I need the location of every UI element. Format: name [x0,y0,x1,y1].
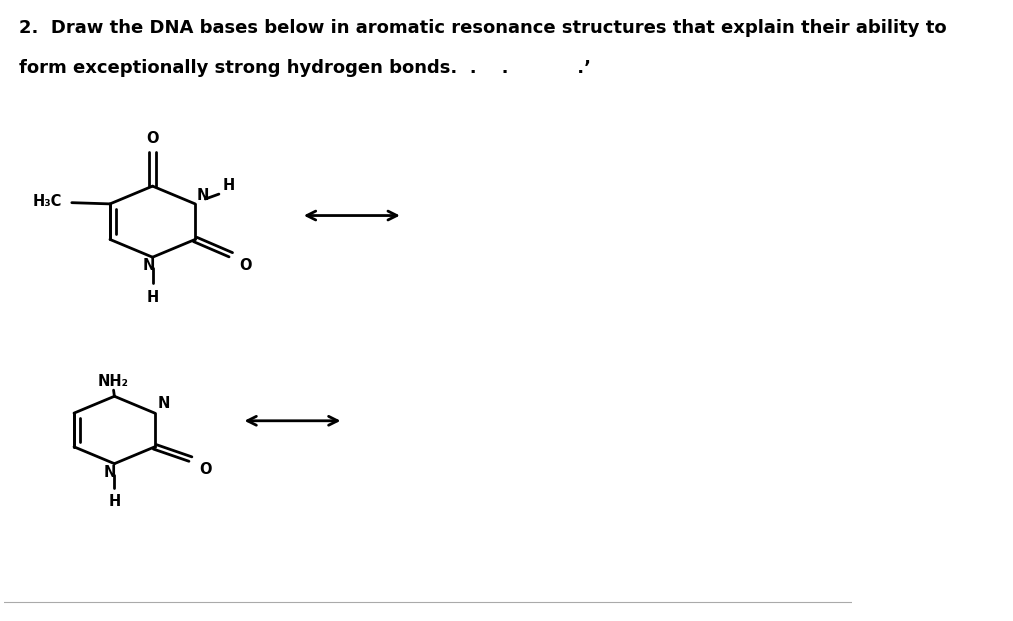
Text: NH₂: NH₂ [97,374,129,389]
Text: H₃C: H₃C [32,194,62,209]
Text: H: H [222,178,235,193]
Text: O: O [199,461,212,476]
Text: form exceptionally strong hydrogen bonds.  .    .           .’: form exceptionally strong hydrogen bonds… [19,60,592,77]
Text: 2.  Draw the DNA bases below in aromatic resonance structures that explain their: 2. Draw the DNA bases below in aromatic … [19,19,947,37]
Text: N: N [197,188,210,202]
Text: N: N [157,396,170,411]
Text: H: H [108,494,121,509]
Text: H: H [147,289,159,305]
Text: N: N [142,258,155,273]
Text: O: O [239,258,252,273]
Text: O: O [146,131,159,147]
Text: N: N [104,465,116,480]
